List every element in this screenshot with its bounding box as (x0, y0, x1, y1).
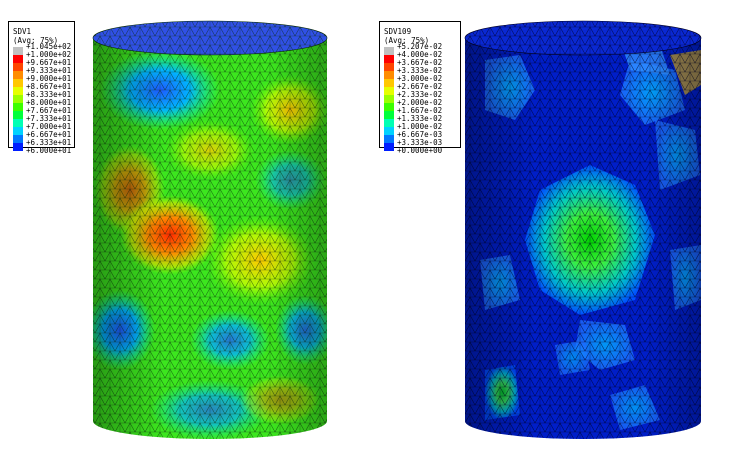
legend-value: +8.333e+01 (26, 90, 72, 99)
legend-swatch (13, 103, 23, 111)
legend-swatch (13, 47, 23, 55)
cylinder-contour-plot-sdv109 (464, 20, 702, 439)
legend-value: +1.333e-02 (397, 114, 443, 123)
legend-value: +9.000e+01 (26, 74, 72, 83)
legend-value: +2.667e-02 (397, 82, 443, 91)
legend-swatch (13, 55, 23, 63)
legend-swatch (384, 103, 394, 111)
legend-swatch (13, 135, 23, 143)
legend-swatch (384, 95, 394, 103)
legend-title: SDV109 (384, 27, 412, 36)
legend-value: +8.000e+01 (26, 98, 72, 107)
legend-value: +3.333e-02 (397, 66, 443, 75)
legend-swatch (13, 79, 23, 87)
legend-value: +3.667e-02 (397, 58, 443, 67)
legend-color-bar (384, 47, 394, 151)
legend-swatch (13, 95, 23, 103)
legend-swatch (13, 127, 23, 135)
legend-values: +5.207e-02 +4.000e-02 +3.667e-02 +3.333e… (397, 43, 442, 155)
legend-swatch (384, 47, 394, 55)
legend-value: +1.000e+02 (26, 50, 72, 59)
legend-swatch (384, 127, 394, 135)
legend-value: +2.000e-02 (397, 98, 443, 107)
legend-value: +0.000e+00 (397, 146, 443, 155)
legend-value: +6.000e+01 (26, 146, 72, 155)
legend-swatch (13, 71, 23, 79)
legend-swatch (13, 111, 23, 119)
legend-swatch (384, 87, 394, 95)
legend-swatch (384, 111, 394, 119)
contour-legend-sdv109: SDV109 (Avg: 75%) +5.207e-02 +4.000e-02 … (379, 21, 461, 155)
legend-value: +1.045e+02 (26, 42, 72, 51)
legend-value: +4.000e-02 (397, 50, 443, 59)
legend-value: +6.667e+01 (26, 130, 72, 139)
legend-value: +6.333e+01 (26, 138, 72, 147)
legend-value: +9.333e+01 (26, 66, 72, 75)
legend-swatch (384, 119, 394, 127)
legend-value: +9.667e+01 (26, 58, 72, 67)
legend-subtitle: (Avg: 75%) (384, 36, 430, 45)
legend-swatch (384, 55, 394, 63)
legend-value: +8.667e+01 (26, 82, 72, 91)
legend-value: +2.333e-02 (397, 90, 443, 99)
legend-swatch (13, 87, 23, 95)
cylinder-contour-plot-sdv1 (92, 20, 328, 439)
legend-value: +1.000e-02 (397, 122, 443, 131)
legend-subtitle: (Avg: 75%) (13, 36, 59, 45)
legend-value: +5.207e-02 (397, 42, 443, 51)
legend-swatch (384, 71, 394, 79)
legend-value: +7.667e+01 (26, 106, 72, 115)
legend-value: +3.333e-03 (397, 138, 443, 147)
legend-color-bar (13, 47, 23, 151)
legend-swatch (13, 143, 23, 151)
legend-value: +7.000e+01 (26, 122, 72, 131)
legend-swatch (384, 135, 394, 143)
legend-title: SDV1 (13, 27, 32, 36)
legend-value: +6.667e-03 (397, 130, 443, 139)
legend-value: +1.667e-02 (397, 106, 443, 115)
legend-swatch (13, 119, 23, 127)
legend-value: +3.000e-02 (397, 74, 443, 83)
legend-swatch (384, 79, 394, 87)
legend-swatch (384, 143, 394, 151)
contour-legend-sdv1: SDV1 (Avg: 75%) +1.045e+02 +1.000e+02 +9… (8, 21, 75, 155)
legend-swatch (384, 63, 394, 71)
legend-swatch (13, 63, 23, 71)
legend-value: +7.333e+01 (26, 114, 72, 123)
legend-values: +1.045e+02 +1.000e+02 +9.667e+01 +9.333e… (26, 43, 71, 155)
